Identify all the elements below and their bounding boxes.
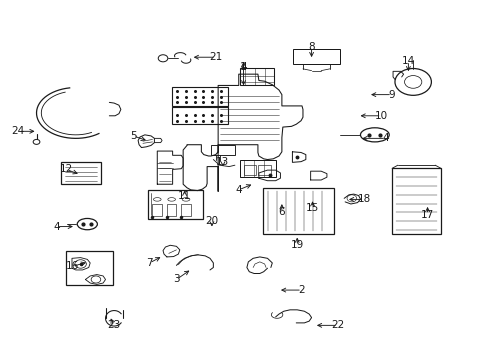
Text: 1: 1	[240, 62, 246, 72]
Bar	[166, 204, 176, 216]
Bar	[293, 49, 340, 64]
Text: 22: 22	[331, 320, 344, 330]
Text: 13: 13	[216, 157, 229, 167]
Bar	[152, 204, 162, 216]
Bar	[257, 165, 271, 175]
Text: 17: 17	[420, 210, 433, 220]
Text: 9: 9	[388, 90, 395, 100]
Text: 7: 7	[146, 258, 153, 268]
Bar	[262, 189, 333, 234]
Text: 15: 15	[305, 203, 319, 212]
Bar	[210, 145, 234, 154]
Bar	[66, 251, 113, 285]
Text: 2: 2	[298, 285, 305, 295]
Bar	[171, 107, 228, 124]
Text: 4: 4	[53, 221, 60, 231]
Text: 5: 5	[130, 131, 136, 141]
Text: 24: 24	[12, 126, 25, 136]
Text: 19: 19	[290, 240, 303, 250]
Text: 4: 4	[382, 133, 388, 143]
Bar	[181, 204, 190, 216]
Text: 16: 16	[65, 261, 79, 271]
Bar	[239, 160, 275, 177]
Text: 20: 20	[205, 216, 218, 226]
Text: 4: 4	[240, 62, 246, 72]
Text: 14: 14	[401, 56, 414, 66]
Text: 10: 10	[374, 111, 387, 121]
Text: 8: 8	[307, 42, 314, 51]
Text: 18: 18	[357, 194, 370, 204]
Bar	[391, 168, 440, 234]
Bar	[171, 86, 228, 106]
Bar	[243, 165, 255, 175]
Text: 23: 23	[107, 320, 121, 330]
Text: 21: 21	[209, 52, 222, 62]
Bar	[147, 190, 203, 219]
Bar	[239, 68, 274, 85]
Text: 11: 11	[178, 191, 191, 201]
Bar	[61, 162, 101, 184]
Text: 3: 3	[173, 274, 180, 284]
Text: 4: 4	[235, 185, 242, 195]
Text: 12: 12	[60, 165, 73, 174]
Text: 6: 6	[278, 207, 285, 217]
